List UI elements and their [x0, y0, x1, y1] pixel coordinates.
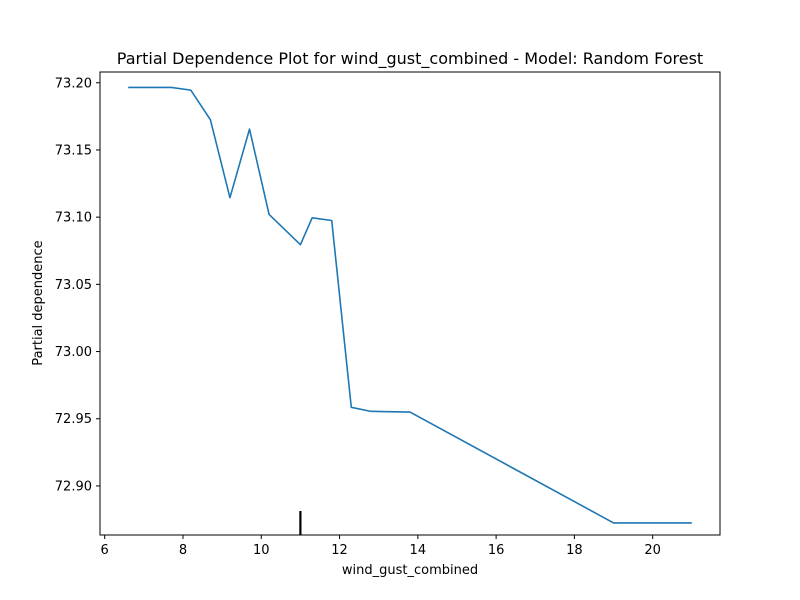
x-tick-label-4: 14 — [410, 543, 427, 558]
x-tick-label-5: 16 — [488, 543, 505, 558]
y-tick-label-5: 73.15 — [55, 143, 92, 158]
x-tick-label-3: 12 — [331, 543, 348, 558]
y-tick-label-0: 72.90 — [55, 479, 92, 494]
chart-title: Partial Dependence Plot for wind_gust_co… — [117, 49, 703, 69]
x-axis-label: wind_gust_combined — [342, 563, 478, 578]
y-tick-label-3: 73.05 — [55, 278, 92, 293]
x-tick-label-0: 6 — [101, 543, 109, 558]
plot-area: 6 8 10 12 14 16 18 20 72.90 72.95 73.00 73.05 73.10 7… — [55, 71, 721, 558]
x-tick-label-1: 8 — [179, 543, 187, 558]
y-axis-label: Partial dependence — [31, 240, 46, 365]
axes-frame — [99, 71, 721, 536]
y-tick-label-2: 73.00 — [55, 345, 92, 360]
y-tick-label-1: 72.95 — [55, 412, 92, 427]
x-tick-label-2: 10 — [253, 543, 270, 558]
y-tick-label-6: 73.20 — [55, 76, 92, 91]
series-line-0 — [128, 86, 692, 524]
x-tick-label-7: 20 — [644, 543, 661, 558]
y-tick-label-4: 73.10 — [55, 211, 92, 226]
x-tick-label-6: 18 — [566, 543, 583, 558]
